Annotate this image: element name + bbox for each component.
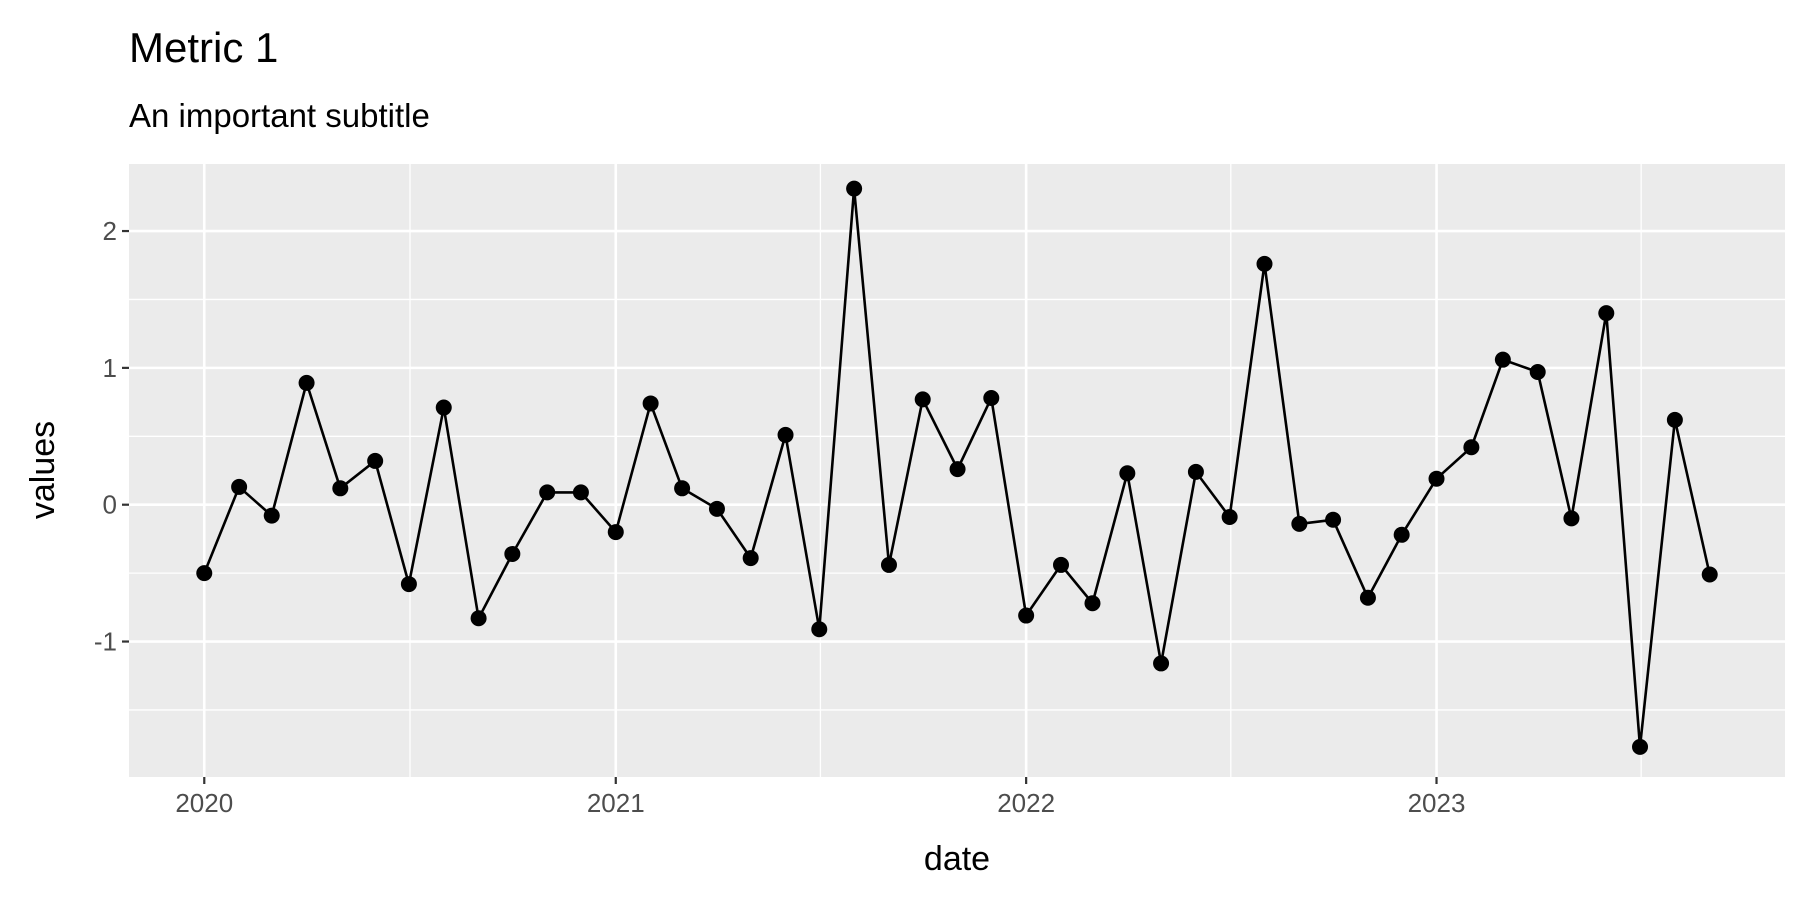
- data-point: [435, 399, 452, 416]
- data-point: [1325, 511, 1342, 528]
- x-axis: 2020 2021 2022 2023: [175, 777, 1465, 818]
- data-point: [1632, 738, 1649, 755]
- data-point: [708, 500, 725, 517]
- data-point: [777, 426, 794, 443]
- y-axis: -1 0 1 2: [94, 216, 129, 657]
- data-point: [1187, 463, 1204, 480]
- data-point: [1428, 470, 1445, 487]
- data-point: [674, 480, 691, 497]
- x-tick-label: 2023: [1408, 788, 1466, 818]
- x-tick-label: 2021: [587, 788, 645, 818]
- data-point: [263, 507, 280, 524]
- data-point: [1666, 411, 1683, 428]
- data-point: [298, 374, 315, 391]
- data-point: [1494, 351, 1511, 368]
- data-point: [914, 391, 931, 408]
- data-point: [1563, 510, 1580, 527]
- data-point: [1119, 465, 1136, 482]
- data-point: [504, 545, 521, 562]
- data-point: [1598, 305, 1615, 322]
- data-point: [196, 565, 213, 582]
- data-point: [880, 556, 897, 573]
- y-tick-label: 2: [103, 216, 117, 246]
- data-point: [367, 452, 384, 469]
- data-point: [1529, 363, 1546, 380]
- data-point: [949, 461, 966, 478]
- data-point: [332, 480, 349, 497]
- chart-title: Metric 1: [129, 24, 278, 71]
- data-point: [470, 610, 487, 627]
- data-point: [1221, 509, 1238, 526]
- data-point: [1052, 556, 1069, 573]
- x-tick-label: 2022: [997, 788, 1055, 818]
- data-point: [1463, 439, 1480, 456]
- y-tick-label: 1: [103, 353, 117, 383]
- data-point: [1018, 607, 1035, 624]
- data-point: [846, 180, 863, 197]
- y-tick-label: 0: [103, 490, 117, 520]
- data-point: [539, 484, 556, 501]
- y-axis-title: values: [24, 421, 62, 519]
- x-tick-label: 2020: [175, 788, 233, 818]
- data-point: [1701, 566, 1718, 583]
- data-point: [1393, 526, 1410, 543]
- data-point: [642, 395, 659, 412]
- data-point: [1084, 595, 1101, 612]
- data-point: [400, 576, 417, 593]
- data-point: [231, 478, 248, 495]
- data-point: [811, 621, 828, 638]
- chart-subtitle: An important subtitle: [129, 97, 430, 134]
- data-point: [1256, 255, 1273, 272]
- y-tick-label: -1: [94, 627, 117, 657]
- x-axis-title: date: [924, 840, 990, 878]
- data-points: [196, 180, 1718, 755]
- data-point: [607, 524, 624, 541]
- data-point: [983, 389, 1000, 406]
- data-point: [1359, 589, 1376, 606]
- major-gridlines: [129, 164, 1785, 777]
- data-point: [742, 550, 759, 567]
- data-point: [1291, 515, 1308, 532]
- data-point: [572, 484, 589, 501]
- data-point: [1153, 655, 1170, 672]
